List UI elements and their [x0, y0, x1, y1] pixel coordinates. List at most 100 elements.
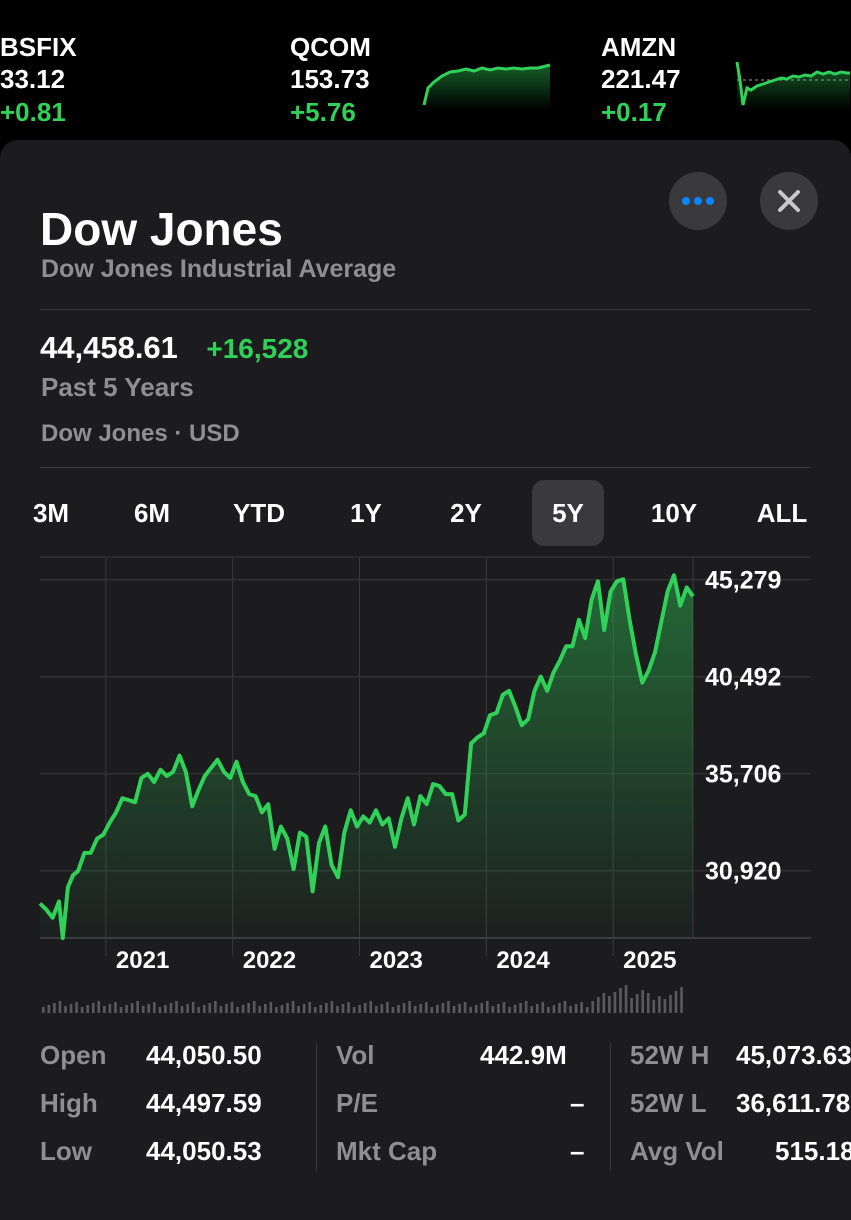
divider [40, 467, 811, 468]
volume-bar [658, 996, 661, 1013]
volume-bar [219, 1006, 223, 1013]
volume-bar [547, 1007, 550, 1013]
volume-bar [103, 1006, 106, 1013]
volume-bar [230, 1002, 234, 1013]
range-ytd[interactable]: YTD [233, 498, 285, 528]
volume-bar [236, 1007, 239, 1013]
volume-bar [674, 991, 678, 1013]
stat-label-low: Low [40, 1136, 92, 1166]
ticker-change: +0.17 [601, 97, 667, 127]
ticker-amzn[interactable]: AMZN 221.47 +0.17 [601, 30, 851, 130]
volume-bar [202, 1005, 206, 1013]
y-tick-label: 40,492 [705, 664, 781, 692]
volume-bar [241, 1005, 245, 1013]
volume-bar [269, 1002, 273, 1013]
x-tick-label: 2021 [116, 947, 169, 974]
volume-bar [585, 1007, 589, 1013]
volume-bar [308, 1002, 311, 1013]
ticker-price: 221.47 [601, 64, 681, 94]
volume-bar [153, 1002, 156, 1013]
stat-label-high: High [40, 1088, 98, 1118]
chart-price-line [38, 573, 695, 940]
volume-bar [97, 1001, 101, 1013]
volume-bar [463, 1002, 467, 1013]
volume-bar [291, 1001, 295, 1013]
range-1y[interactable]: 1Y [350, 498, 382, 528]
period-label: Past 5 Years [41, 372, 194, 402]
volume-bar [558, 1003, 561, 1013]
volume-bar [530, 1006, 533, 1013]
volume-bar [164, 1005, 167, 1013]
volume-bar [386, 1002, 389, 1013]
stat-value-high: 44,497.59 [146, 1088, 262, 1118]
volume-bar [375, 1006, 378, 1013]
volume-bar [363, 1003, 367, 1013]
range-2y[interactable]: 2Y [450, 498, 482, 528]
volume-bar [397, 1005, 400, 1013]
price-change: +16,528 [206, 333, 309, 364]
volume-bar [158, 1007, 162, 1013]
stat-label-avg-vol: Avg Vol [630, 1136, 724, 1166]
ticker-symbol: QCOM [290, 32, 371, 62]
volume-bar [336, 1006, 339, 1013]
ticker-sparkline [735, 61, 850, 110]
volume-bar [436, 1005, 439, 1013]
range-5y[interactable]: 5Y [532, 480, 604, 546]
close-button[interactable] [760, 172, 818, 230]
volume-bar [119, 1007, 123, 1013]
volume-bar [513, 1005, 517, 1013]
ticker-qcom[interactable]: QCOM 153.73 +5.76 [290, 30, 560, 130]
volume-bar [297, 1006, 300, 1013]
volume-bar [469, 1007, 472, 1013]
volume-bar [136, 1001, 139, 1013]
volume-bar [125, 1005, 128, 1013]
volume-bar [147, 1004, 151, 1013]
ticker-bsfix[interactable]: BSFIX 33.12 +0.81 [0, 30, 160, 130]
volume-bar [480, 1003, 484, 1013]
volume-bar [369, 1001, 373, 1013]
stock-detail-sheet: Dow Jones Dow Jones Industrial Average 4… [0, 140, 851, 1220]
volume-bar [191, 1002, 195, 1013]
index-title: Dow Jones [40, 203, 283, 255]
volume-bar [86, 1005, 89, 1013]
column-divider [610, 1043, 611, 1171]
volume-bar [214, 1001, 217, 1013]
volume-bar [341, 1004, 345, 1013]
volume-bar [458, 1004, 461, 1013]
volume-bar [441, 1003, 445, 1013]
ticker-price: 33.12 [0, 64, 66, 94]
volume-bar [524, 1001, 528, 1013]
volume-bar [541, 1002, 545, 1013]
chart-area-fill [40, 575, 693, 938]
stat-value-52w-low: 36,611.78 [736, 1088, 851, 1118]
volume-bar [286, 1003, 289, 1013]
range-10y[interactable]: 10Y [650, 498, 698, 528]
stat-label-vol: Vol [336, 1040, 375, 1070]
volume-bar [408, 1001, 411, 1013]
more-options-button[interactable] [669, 172, 727, 230]
volume-bar [47, 1005, 51, 1013]
volume-bar [669, 995, 672, 1013]
volume-bar [569, 1006, 572, 1013]
volume-bar [486, 1001, 489, 1013]
volume-bar [663, 999, 667, 1013]
volume-bar [502, 1002, 506, 1013]
volume-bar [413, 1006, 417, 1013]
range-all[interactable]: ALL [756, 498, 808, 528]
y-tick-label: 35,706 [705, 761, 781, 789]
current-price: 44,458.61 [40, 330, 178, 365]
x-tick-label: 2024 [496, 947, 550, 974]
volume-bar [447, 1001, 450, 1013]
stat-value-vol: 442.9M [480, 1040, 567, 1070]
volume-bar [624, 985, 628, 1013]
stat-label-52w-low: 52W L [630, 1088, 707, 1118]
price-chart[interactable]: 45,279 40,492 35,706 30,920 2021 2022 2023 202… [0, 555, 851, 1020]
volume-bar [402, 1003, 406, 1013]
volume-bar [325, 1003, 328, 1013]
volume-bar [602, 993, 606, 1013]
range-3m[interactable]: 3M [32, 498, 70, 528]
range-6m[interactable]: 6M [133, 498, 171, 528]
volume-bar [358, 1005, 361, 1013]
y-tick-label: 30,920 [705, 858, 781, 886]
stat-value-mkt-cap: – [570, 1136, 585, 1166]
